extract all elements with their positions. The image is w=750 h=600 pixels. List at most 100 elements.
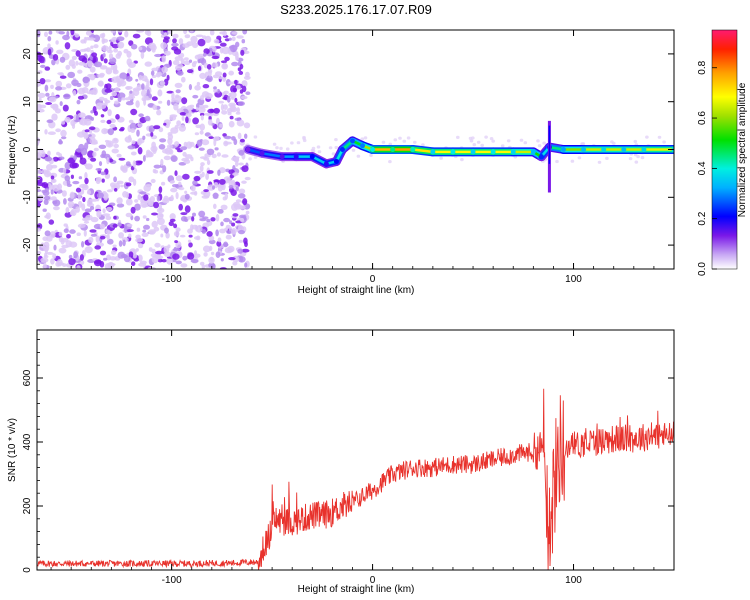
noise-speckle [201, 229, 207, 234]
noise-speckle [206, 159, 211, 166]
noise-speckle [93, 44, 99, 49]
noise-speckle [180, 58, 185, 65]
noise-speckle [232, 213, 239, 217]
trace-point [430, 149, 436, 155]
noise-speckle [109, 256, 117, 261]
noise-speckle [154, 242, 161, 248]
noise-speckle [140, 51, 145, 59]
x-tick-label: 100 [565, 575, 582, 586]
colorbar-tick-label: 0.8 [697, 60, 708, 74]
noise-speckle [152, 104, 158, 111]
noise-speckle [123, 254, 131, 263]
noise-speckle [207, 119, 213, 126]
noise-speckle [77, 69, 83, 74]
noise-speckle [235, 111, 241, 115]
noise-speckle [243, 237, 248, 245]
trace-point [333, 158, 339, 164]
frequency-trace-layer [243, 120, 674, 193]
trace-point [349, 138, 355, 144]
noise-speckle [134, 203, 141, 211]
noise-speckle [184, 193, 190, 200]
noise-speckle [37, 189, 42, 193]
noise-speckle [101, 178, 105, 183]
noise-speckle [158, 186, 163, 194]
noise-speckle [103, 194, 109, 201]
snr-x-axis-label: Height of straight line (km) [298, 584, 415, 595]
noise-speckle [150, 131, 154, 137]
noise-speckle [201, 171, 205, 178]
noise-speckle [214, 147, 219, 151]
noise-speckle [80, 147, 88, 156]
noise-speckle [59, 101, 63, 107]
noise-speckle [141, 83, 145, 90]
noise-speckle [44, 230, 51, 237]
noise-speckle [125, 198, 133, 206]
noise-speckle [181, 97, 188, 105]
noise-speckle [67, 157, 76, 164]
noise-speckle [57, 72, 64, 75]
y-tick-label: 10 [22, 96, 33, 108]
noise-speckle [65, 207, 70, 214]
noise-speckle [381, 140, 386, 144]
noise-speckle [506, 139, 511, 143]
noise-speckle [192, 212, 196, 217]
noise-speckle [212, 74, 220, 79]
noise-speckle [117, 30, 123, 33]
noise-speckle [44, 79, 52, 83]
noise-speckle [117, 251, 126, 259]
noise-speckle [198, 147, 205, 151]
noise-speckle [69, 229, 76, 234]
noise-speckle [216, 89, 221, 94]
noise-speckle [241, 180, 247, 184]
noise-speckle [90, 233, 97, 237]
noise-speckle [117, 92, 126, 99]
snr-series-line [37, 388, 674, 570]
noise-speckle [67, 71, 76, 79]
noise-speckle [175, 175, 183, 182]
noise-speckle [166, 90, 174, 94]
noise-speckle [52, 103, 59, 111]
noise-speckle [44, 129, 48, 135]
noise-speckle [148, 247, 153, 252]
noise-speckle [78, 176, 83, 180]
x-tick-label: 100 [565, 274, 582, 285]
noise-speckle [106, 189, 113, 193]
noise-speckle [71, 64, 76, 69]
noise-speckle [197, 65, 202, 71]
noise-speckle [605, 156, 609, 160]
noise-speckle [161, 66, 168, 73]
noise-speckle [230, 44, 238, 53]
y-tick-label: -10 [22, 190, 33, 205]
noise-speckle [228, 70, 234, 76]
noise-speckle [238, 188, 246, 194]
noise-speckle [162, 149, 170, 154]
noise-speckle [87, 189, 91, 195]
noise-speckle [43, 195, 51, 201]
noise-speckle [577, 156, 582, 160]
noise-speckle [216, 240, 222, 247]
noise-speckle [163, 36, 170, 40]
noise-speckle [81, 241, 85, 248]
noise-speckle [229, 91, 237, 99]
trace-point [279, 154, 285, 160]
y-tick-label: -20 [22, 237, 33, 252]
noise-speckle [242, 198, 248, 206]
noise-speckle [536, 139, 540, 143]
noise-speckle [147, 103, 155, 108]
noise-speckle [134, 215, 141, 222]
noise-speckle [194, 85, 201, 91]
noise-speckle [127, 62, 136, 68]
noise-speckle [37, 169, 43, 174]
noise-speckle [58, 138, 63, 145]
noise-speckle [163, 155, 171, 161]
noise-speckle [231, 36, 236, 42]
noise-speckle [222, 104, 228, 110]
noise-speckle [178, 203, 183, 211]
noise-speckle [159, 138, 167, 143]
noise-speckle [235, 41, 240, 48]
noise-speckle [111, 250, 117, 255]
noise-speckle [200, 95, 204, 101]
noise-speckle [173, 48, 182, 55]
noise-speckle [158, 203, 163, 211]
noise-speckle [141, 203, 149, 208]
